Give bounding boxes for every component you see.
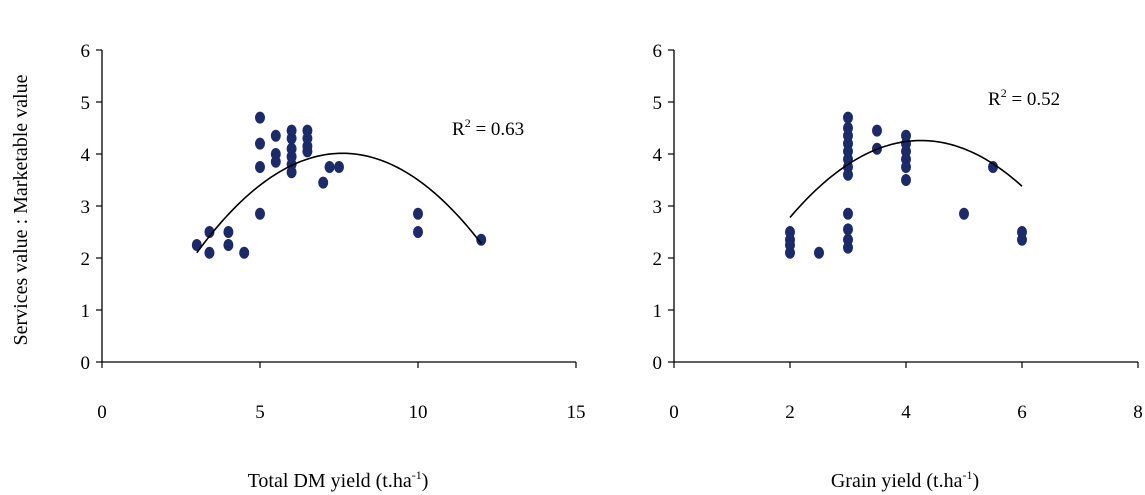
x-tick-label: 8 — [1133, 402, 1143, 423]
x-tick-label: 0 — [669, 402, 679, 423]
data-point — [239, 246, 250, 259]
data-point — [959, 207, 969, 220]
data-point — [270, 129, 281, 142]
data-point — [302, 145, 313, 158]
data-point — [476, 233, 487, 246]
y-tick-label: 2 — [81, 249, 91, 270]
data-point — [204, 246, 215, 259]
trendline — [196, 152, 482, 254]
data-point — [413, 226, 423, 238]
data-point — [988, 161, 998, 173]
data-point — [843, 223, 853, 236]
data-point — [318, 176, 329, 189]
x-tick-label: 5 — [255, 402, 265, 423]
data-point — [843, 207, 853, 220]
y-tick-label: 3 — [81, 197, 91, 218]
data-point — [204, 226, 215, 238]
data-point — [223, 239, 234, 251]
x-axis-title: Total DM yield (t.ha-1) — [248, 468, 429, 492]
data-point — [814, 246, 824, 259]
chart-grain-yield: 0 1 2 3 4 5 6 0 2 4 6 8 R2 = 0.52 Grain yield (t.ha… — [653, 41, 1143, 492]
x-tick-label: 4 — [901, 402, 911, 423]
data-point — [901, 161, 911, 173]
data-point — [1017, 233, 1027, 246]
x-axis-title: Grain yield (t.ha-1) — [831, 468, 979, 492]
y-tick-label: 0 — [81, 353, 91, 374]
data-point — [223, 226, 234, 238]
data-point — [270, 155, 281, 168]
y-tick-label: 4 — [81, 145, 91, 166]
data-point — [255, 207, 265, 220]
x-tick-label: 6 — [1017, 402, 1027, 423]
y-tick-label: 4 — [653, 145, 663, 166]
data-point — [843, 241, 853, 254]
data-point — [413, 207, 423, 220]
x-tick-label: 10 — [409, 402, 428, 423]
data-point — [255, 137, 265, 150]
data-point — [191, 239, 202, 251]
x-tick-label: 0 — [97, 402, 107, 423]
data-point — [255, 111, 265, 124]
data-point — [324, 161, 335, 173]
data-point — [334, 161, 344, 173]
axis-ticks: 0 1 2 3 4 5 6 0 2 4 6 8 — [653, 41, 1143, 423]
y-tick-label: 1 — [81, 301, 91, 322]
x-tick-label: 15 — [567, 402, 586, 423]
data-point — [843, 111, 853, 124]
y-tick-label: 3 — [653, 197, 663, 218]
y-tick-label: 1 — [653, 301, 663, 322]
data-points — [191, 111, 487, 259]
y-tick-label: 5 — [81, 93, 91, 114]
axis-ticks: 0 1 2 3 4 5 6 0 5 10 15 — [81, 41, 586, 423]
data-point — [872, 124, 882, 137]
x-tick-label: 2 — [785, 402, 795, 423]
data-point — [843, 168, 853, 181]
y-tick-label: 6 — [81, 41, 91, 62]
chart-total-dm-yield: 0 1 2 3 4 5 6 0 5 10 15 R2 = 0.63 Total DM yield (… — [81, 41, 586, 492]
data-points — [785, 111, 1027, 259]
r-squared-label: R2 = 0.63 — [452, 116, 524, 140]
data-point — [286, 132, 297, 145]
y-tick-label: 2 — [653, 249, 663, 270]
data-point — [255, 161, 265, 173]
y-tick-label: 5 — [653, 93, 663, 114]
y-axis-title: Services value : Marketable value — [10, 74, 32, 345]
y-tick-label: 6 — [653, 41, 663, 62]
trendline — [789, 139, 1023, 218]
y-tick-label: 0 — [653, 353, 663, 374]
data-point — [286, 166, 297, 179]
data-point — [901, 174, 911, 186]
r-squared-label: R2 = 0.52 — [988, 86, 1060, 110]
data-point — [785, 246, 795, 259]
